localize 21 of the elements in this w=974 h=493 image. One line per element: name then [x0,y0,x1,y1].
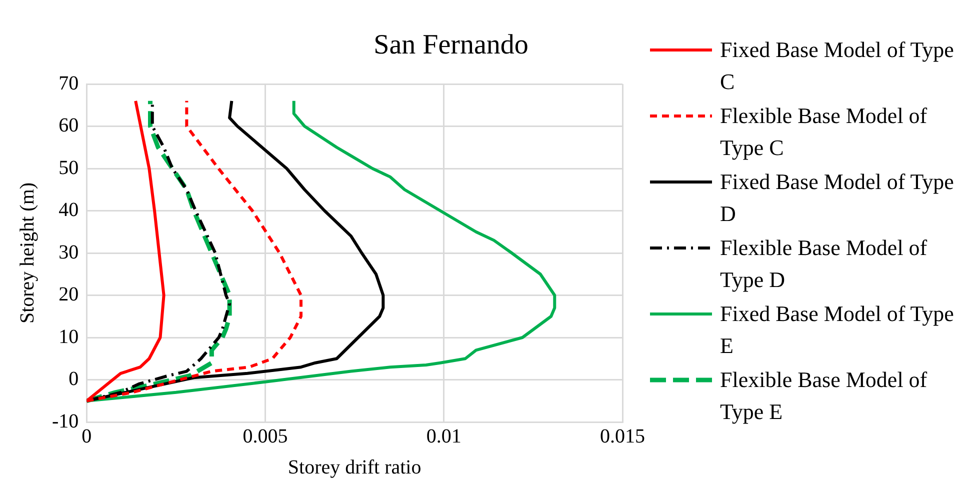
legend-label: Fixed Base Model of Type D [720,168,955,228]
chart-title: San Fernando [374,29,528,60]
x-axis-title: Storey drift ratio [288,456,422,478]
x-tick-label: 0.015 [600,425,645,448]
x-tick-label: 0.01 [426,425,462,448]
y-tick-label: 40 [58,199,79,221]
y-tick-label: 60 [58,114,79,136]
legend-label: Flexible Base Model of Type C [720,102,928,162]
x-tick-label: 0.005 [242,425,288,448]
y-tick-label: -10 [52,410,79,432]
legend-label: Flexible Base Model of Type D [720,234,928,294]
y-tick-label: 0 [68,368,79,390]
y-axis-title: Storey height (m) [16,182,38,324]
y-tick-label: 50 [58,156,79,179]
legend-label: Flexible Base Model of Type E [720,366,928,426]
legend-label: Fixed Base Model of Type C [720,36,955,96]
legend-label: Fixed Base Model of Type E [720,300,955,360]
y-tick-label: 30 [58,241,79,264]
y-tick-label: 20 [58,284,79,306]
y-tick-label: 70 [58,72,79,94]
y-tick-label: 10 [58,326,79,348]
